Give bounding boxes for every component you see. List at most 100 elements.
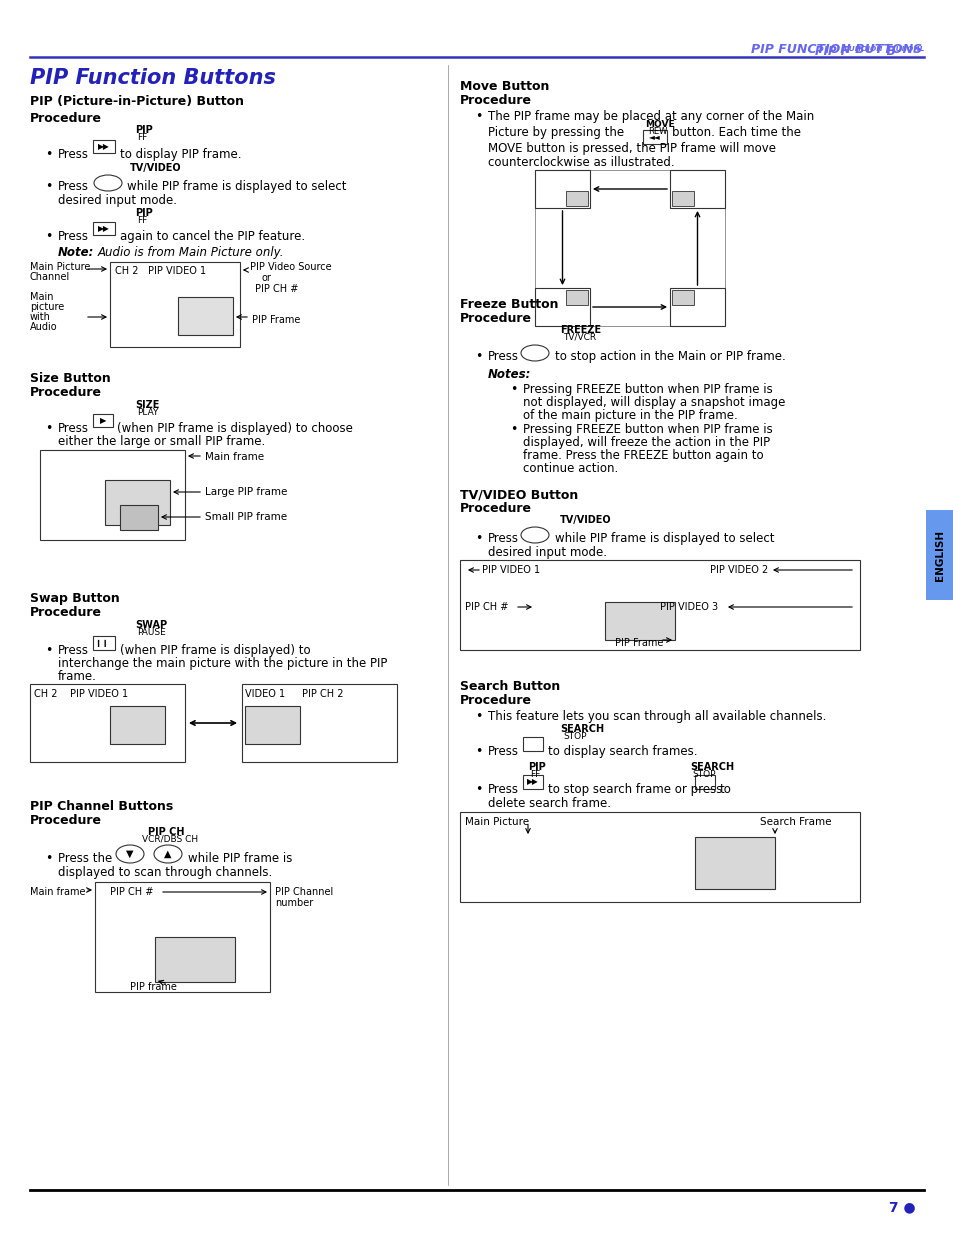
Text: with: with xyxy=(30,312,51,322)
Text: CH 2: CH 2 xyxy=(115,266,138,275)
Text: Procedure: Procedure xyxy=(459,501,532,515)
Text: either the large or small PIP frame.: either the large or small PIP frame. xyxy=(58,435,265,448)
Ellipse shape xyxy=(116,845,144,863)
Text: •: • xyxy=(45,148,52,161)
Text: Procedure: Procedure xyxy=(459,94,532,107)
Text: PIP frame: PIP frame xyxy=(130,982,176,992)
Text: The PIP frame may be placed at any corner of the Main: The PIP frame may be placed at any corne… xyxy=(488,110,814,124)
Text: Press: Press xyxy=(488,532,518,545)
Text: ▶: ▶ xyxy=(100,416,106,426)
Text: TV/VIDEO Button: TV/VIDEO Button xyxy=(459,488,578,501)
Text: 7 ●: 7 ● xyxy=(888,1200,915,1214)
Text: number: number xyxy=(274,898,313,908)
Text: •: • xyxy=(45,180,52,193)
Text: Procedure: Procedure xyxy=(30,606,102,619)
Text: PIP Frame: PIP Frame xyxy=(615,638,662,648)
Text: Main Picture: Main Picture xyxy=(464,818,529,827)
Text: SWAP: SWAP xyxy=(135,620,167,630)
Bar xyxy=(671,290,693,305)
Text: •: • xyxy=(45,643,52,657)
Text: PIP Channel: PIP Channel xyxy=(274,887,333,897)
Text: Main Picture: Main Picture xyxy=(30,262,91,272)
Text: Small PIP frame: Small PIP frame xyxy=(205,513,287,522)
Text: PIP VIDEO 1: PIP VIDEO 1 xyxy=(481,564,539,576)
Bar xyxy=(105,480,170,525)
Bar xyxy=(459,559,859,650)
Text: FF: FF xyxy=(137,216,147,225)
Text: PLAY: PLAY xyxy=(137,408,158,417)
Text: again to cancel the PIP feature.: again to cancel the PIP feature. xyxy=(120,230,305,243)
Text: Note:: Note: xyxy=(58,246,94,259)
Bar xyxy=(565,191,587,206)
Text: FF: FF xyxy=(530,769,539,779)
Text: to: to xyxy=(720,783,731,797)
Text: TV/VIDEO: TV/VIDEO xyxy=(130,163,181,173)
Text: Procedure: Procedure xyxy=(459,312,532,325)
Text: frame. Press the FREEZE button again to: frame. Press the FREEZE button again to xyxy=(522,450,762,462)
Text: Press: Press xyxy=(488,350,518,363)
Text: desired input mode.: desired input mode. xyxy=(58,194,177,207)
Text: MOVE: MOVE xyxy=(644,120,674,128)
Bar xyxy=(669,170,724,207)
Text: not displayed, will display a snapshot image: not displayed, will display a snapshot i… xyxy=(522,396,784,409)
Text: TV/VIDEO: TV/VIDEO xyxy=(559,515,611,525)
Text: MOVE button is pressed, the PIP frame will move: MOVE button is pressed, the PIP frame wi… xyxy=(488,142,775,156)
Text: Large PIP frame: Large PIP frame xyxy=(205,487,287,496)
Text: PIP VIDEO 1: PIP VIDEO 1 xyxy=(70,689,128,699)
Bar xyxy=(120,505,158,530)
Text: ◄◄: ◄◄ xyxy=(648,132,660,142)
Bar xyxy=(695,837,774,889)
Bar xyxy=(110,262,240,347)
Bar xyxy=(535,288,589,326)
Text: •: • xyxy=(510,424,517,436)
Text: PIP Fᵁᴻᴼᴵᴼᴻ Bᵁᴵᴵᴼᴻᴸ: PIP Fᵁᴻᴼᴵᴼᴻ Bᵁᴵᴵᴼᴻᴸ xyxy=(814,44,923,58)
Text: Press the: Press the xyxy=(58,852,112,864)
Text: •: • xyxy=(475,350,482,363)
Text: counterclockwise as illustrated.: counterclockwise as illustrated. xyxy=(488,156,674,169)
Text: SEARCH: SEARCH xyxy=(559,724,603,734)
Text: Size Button: Size Button xyxy=(30,372,111,385)
Text: Main frame: Main frame xyxy=(30,887,86,897)
Text: TV/VCR: TV/VCR xyxy=(562,333,596,342)
Text: displayed to scan through channels.: displayed to scan through channels. xyxy=(58,866,272,879)
Text: Press: Press xyxy=(58,422,89,435)
Text: FREEZE: FREEZE xyxy=(559,325,600,335)
Text: •: • xyxy=(475,532,482,545)
Bar xyxy=(535,170,724,326)
Text: Press: Press xyxy=(58,180,89,193)
Text: interchange the main picture with the picture in the PIP: interchange the main picture with the pi… xyxy=(58,657,387,671)
Text: ▲: ▲ xyxy=(164,848,172,860)
Text: •: • xyxy=(475,110,482,124)
Bar xyxy=(40,450,185,540)
Text: •: • xyxy=(510,383,517,396)
Bar xyxy=(110,706,165,743)
Text: frame.: frame. xyxy=(58,671,97,683)
Text: VCR/DBS CH: VCR/DBS CH xyxy=(142,835,198,844)
Bar xyxy=(604,601,675,640)
Text: desired input mode.: desired input mode. xyxy=(488,546,606,559)
Text: Press: Press xyxy=(58,148,89,161)
Text: while PIP frame is displayed to select: while PIP frame is displayed to select xyxy=(555,532,774,545)
Text: Move Button: Move Button xyxy=(459,80,549,93)
Text: This feature lets you scan through all available channels.: This feature lets you scan through all a… xyxy=(488,710,825,722)
Text: picture: picture xyxy=(30,303,64,312)
Bar xyxy=(459,811,859,902)
Text: Notes:: Notes: xyxy=(488,368,531,382)
Text: •: • xyxy=(475,783,482,797)
Text: •: • xyxy=(45,852,52,864)
Text: or: or xyxy=(262,273,272,283)
Ellipse shape xyxy=(520,345,548,361)
Text: Freeze Button: Freeze Button xyxy=(459,298,558,311)
Text: PIP Channel Buttons: PIP Channel Buttons xyxy=(30,800,173,813)
Text: PIP VIDEO 1: PIP VIDEO 1 xyxy=(148,266,206,275)
Text: PIP: PIP xyxy=(135,207,152,219)
Text: Channel: Channel xyxy=(30,272,71,282)
Text: Picture by pressing the: Picture by pressing the xyxy=(488,126,623,140)
Text: VIDEO 1: VIDEO 1 xyxy=(245,689,285,699)
Text: ▎ ▎: ▎ ▎ xyxy=(97,640,111,647)
Bar xyxy=(642,130,666,144)
Text: Procedure: Procedure xyxy=(459,694,532,706)
Text: SIZE: SIZE xyxy=(135,400,159,410)
Text: Procedure: Procedure xyxy=(30,112,102,125)
Text: PIP CH #: PIP CH # xyxy=(110,887,153,897)
